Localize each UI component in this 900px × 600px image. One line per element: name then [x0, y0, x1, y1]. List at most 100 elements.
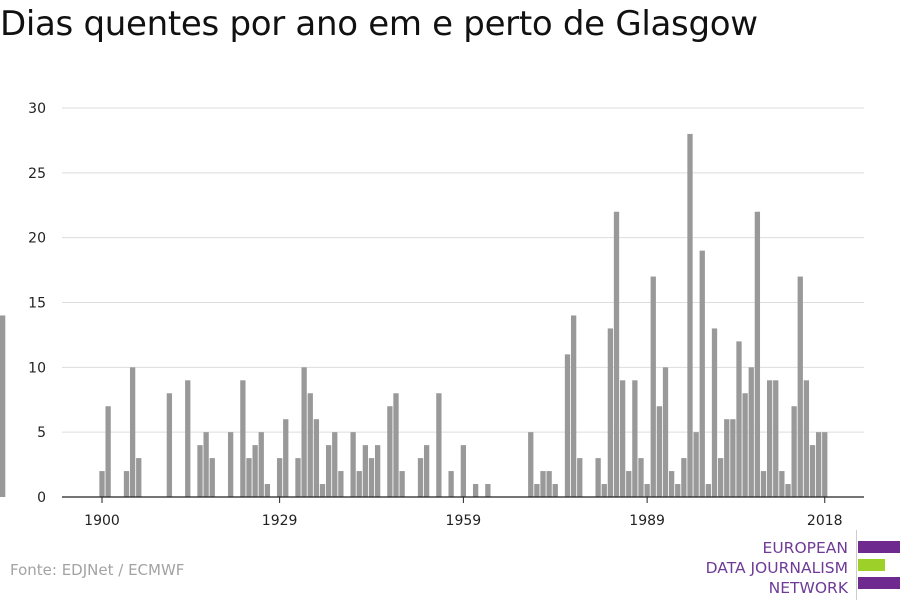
bar [570, 315, 577, 497]
bar [711, 328, 718, 497]
bar [754, 211, 761, 497]
y-axis-labels: 0 5 10 15 20 25 30 [28, 101, 46, 506]
bar [338, 471, 344, 497]
bar [693, 432, 699, 497]
logo-line-2: DATA JOURNALISM [705, 559, 848, 577]
y-tick-label: 20 [28, 231, 46, 247]
logo-line-3: NETWORK [768, 579, 848, 597]
bar [362, 445, 369, 497]
bar [283, 419, 289, 497]
bar [791, 406, 797, 497]
bar [815, 432, 822, 497]
bar [393, 393, 399, 497]
bar [350, 432, 356, 497]
bar [626, 471, 632, 497]
bar [779, 471, 785, 497]
bar [99, 471, 105, 497]
x-tick-label: 1900 [84, 513, 120, 529]
bar [577, 458, 583, 497]
bar [662, 367, 669, 497]
bar [668, 471, 675, 497]
y-tick-label: 10 [28, 360, 46, 376]
bar [485, 484, 491, 497]
bars [0, 133, 828, 497]
x-tick-label: 1929 [262, 513, 298, 529]
bar [803, 380, 810, 497]
bar [356, 471, 362, 497]
y-tick-label: 5 [37, 425, 46, 441]
bar [436, 393, 442, 497]
bar [564, 354, 571, 497]
bar [699, 250, 705, 497]
bar [227, 432, 234, 497]
bar [472, 484, 479, 497]
bar [105, 406, 111, 497]
x-tick-label: 2018 [807, 513, 843, 529]
logo-bar-top [858, 541, 900, 553]
bar [601, 484, 607, 497]
bar [736, 341, 742, 497]
bar [374, 445, 381, 497]
chart-title: Dias quentes por ano em e perto de Glasg… [0, 4, 758, 44]
bar [607, 328, 614, 497]
logo-divider [856, 530, 857, 600]
bar [246, 458, 252, 497]
bar [387, 406, 393, 497]
bar [185, 380, 191, 497]
bar [448, 471, 454, 497]
bar [675, 484, 681, 497]
source-note: Fonte: EDJNet / ECMWF [10, 561, 185, 579]
bar [123, 471, 130, 497]
bar [307, 393, 313, 497]
bar [534, 484, 540, 497]
y-tick-label: 25 [28, 166, 46, 182]
bar [301, 367, 307, 497]
bar [595, 458, 601, 497]
bar [822, 432, 828, 497]
bar [136, 458, 142, 497]
bar [785, 484, 791, 497]
logo-bar-middle [858, 559, 885, 571]
bar [650, 276, 656, 497]
bar [760, 471, 767, 497]
x-tick-label: 1959 [446, 513, 482, 529]
bar [619, 380, 626, 497]
gridlines [62, 107, 864, 433]
bar [325, 445, 332, 497]
bar [809, 445, 816, 497]
bar [656, 406, 663, 497]
bar [399, 471, 405, 497]
bar [368, 458, 375, 497]
bar [264, 484, 271, 497]
bar [332, 432, 338, 497]
bar [528, 432, 534, 497]
bar [546, 471, 552, 497]
bar [460, 445, 467, 497]
bar [638, 458, 644, 497]
bar [313, 419, 320, 497]
bar [644, 484, 650, 497]
y-tick-label: 30 [28, 101, 46, 117]
bar [252, 445, 258, 497]
bar [240, 380, 246, 497]
bar [766, 380, 773, 497]
logo-bar-bottom [858, 577, 900, 589]
logo-line-1: EUROPEAN [762, 539, 848, 557]
bar [681, 458, 687, 497]
bar [705, 484, 712, 497]
bar [0, 315, 6, 497]
bar [417, 458, 424, 497]
bar [552, 484, 558, 497]
bar [717, 458, 724, 497]
bar [613, 211, 620, 497]
bar [632, 380, 638, 497]
bar [295, 458, 301, 497]
x-tick-label: 1989 [629, 513, 665, 529]
bar [276, 458, 283, 497]
bar [423, 445, 430, 497]
y-tick-label: 0 [37, 490, 46, 506]
bar [203, 432, 209, 497]
bar [797, 276, 803, 497]
bar [166, 393, 173, 497]
